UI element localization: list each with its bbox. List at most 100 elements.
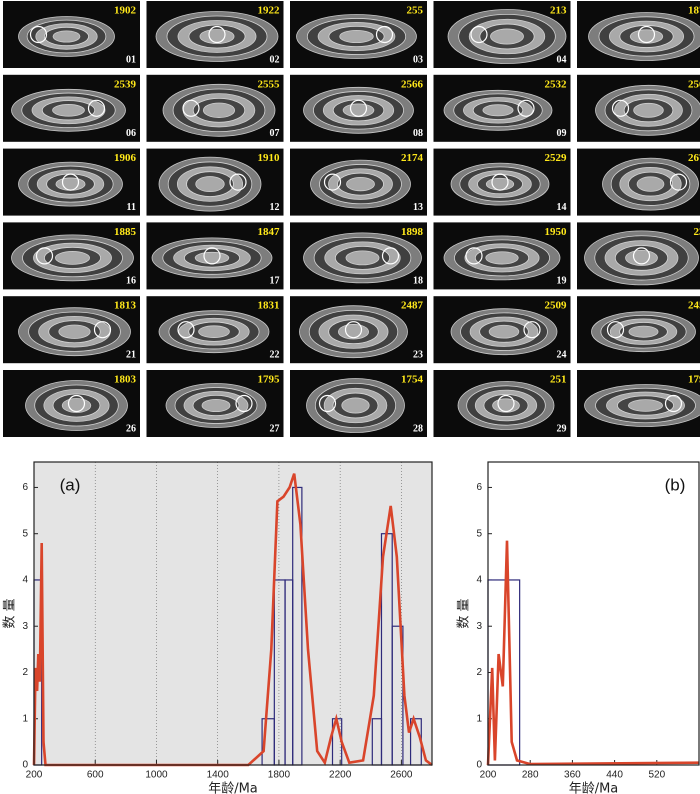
y-tick-label: 0 [476,760,482,771]
grain-id: 03 [413,54,423,65]
grain-image: 2487 23 [290,296,427,364]
grain-age: 2509 [545,300,568,312]
grain-zone [628,325,659,338]
grain-age: 1922 [258,5,281,17]
grain-zone [195,176,225,193]
grain-id: 21 [126,349,136,360]
grain-image: 1898 18 [290,222,427,290]
grain-image: 1885 16 [3,222,140,290]
analysis-spot [375,25,394,44]
grain-zone [341,397,370,414]
grain-id: 22 [270,349,280,360]
y-tick-label: 3 [22,621,28,632]
analysis-spot [517,99,535,117]
grain-age: 2532 [545,78,568,90]
analysis-spot [491,173,509,191]
panel-label: (b) [665,475,686,494]
analysis-spot [208,25,226,44]
grain-zone [202,102,236,118]
grain-age: 2529 [545,152,568,164]
grain-image: 213 04 [433,1,571,68]
y-tick-label: 6 [22,482,28,493]
grain-image: 255 03 [290,1,427,68]
x-tick-label: 280 [522,770,539,781]
grain-zone [198,325,230,338]
analysis-spot [523,321,541,339]
grain-image: 2509 24 [433,296,571,364]
grain-id: 18 [413,276,423,287]
grain-zone [339,29,374,44]
y-axis-label: 数 量 [457,598,472,628]
grain-age: 2539 [114,78,137,90]
y-tick-label: 1 [22,713,28,724]
grain-age: 2555 [258,78,281,90]
grain-image: 251 29 [433,370,571,437]
grain-id: 04 [557,54,567,65]
grain-age: 1754 [401,374,424,386]
x-tick-label: 1800 [268,770,291,781]
grain-age: 1898 [401,226,424,238]
grain-image: 2555 07 [146,74,284,142]
grain-image: 1795 27 [146,370,284,437]
grain-zone [201,398,231,413]
grain-zone [58,324,91,339]
grain-zone [482,104,514,117]
grain-zone [337,324,370,340]
grain-age: 1798 [688,374,700,386]
grain-image: 179830 [577,370,700,437]
analysis-spot [29,25,48,44]
grain-image: 1831 22 [146,296,284,364]
grain-age: 1885 [114,226,137,238]
grain-image: 2532 09 [433,74,571,142]
grain-zone [629,29,664,44]
grain-id: 27 [270,423,280,434]
grain-image: 245725 [577,296,700,364]
x-axis-label: 年龄/Ma [208,782,258,794]
grain-id: 12 [270,202,280,213]
grain-age: 1803 [114,374,137,386]
analysis-spot [177,321,195,339]
plot-background [34,462,432,765]
analysis-spot [93,321,112,339]
grain-age: 2566 [401,78,424,90]
grain-zone [488,324,520,339]
analysis-spot [67,394,86,413]
grain-image: 1910 12 [146,148,284,216]
x-tick-label: 1400 [207,770,230,781]
grain-image: 1754 28 [290,370,427,437]
grain-id: 14 [557,202,567,213]
analysis-spot [381,247,400,265]
analysis-spot [229,173,247,191]
grain-age: 1902 [114,5,137,17]
density-curve [486,540,700,766]
grain-age: 2564 [688,78,700,90]
grain-id: 01 [126,54,136,65]
grain-zone [52,30,81,43]
grain-id: 06 [126,128,136,139]
x-tick-label: 520 [648,770,665,781]
analysis-spot [344,321,363,339]
grain-image: 2529 14 [433,148,571,216]
plot-background [488,462,699,765]
density-curve [32,473,433,767]
analysis-spot [35,247,54,265]
grain-zone [633,102,664,118]
grain-age: 255 [407,5,424,17]
grain-zone [55,177,86,191]
grain-zone [52,104,85,117]
grain-id: 02 [270,54,280,65]
y-tick-label: 4 [476,575,482,586]
grain-zone [485,251,519,265]
analysis-spot [664,394,683,413]
grain-age: 239 [694,226,700,238]
grain-image: 187305 [577,1,700,68]
grain-zone [346,176,375,192]
analysis-spot [669,173,688,191]
grain-image: 256410 [577,74,700,142]
y-tick-label: 1 [476,713,482,724]
grain-image: 1922 02 [146,1,284,68]
plot-frame [487,461,700,766]
grain-zone [199,29,235,44]
x-axis-label: 年龄/Ma [569,782,619,794]
